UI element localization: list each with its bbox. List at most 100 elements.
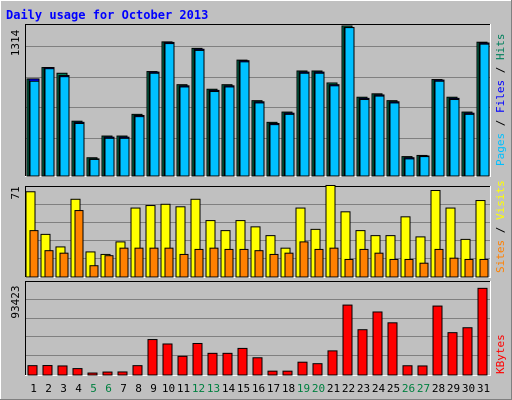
kbytes-bar-day-1 [27,365,38,376]
sites-bar-day-19-rect [299,241,309,278]
kbytes-bar-day-9-rect [147,339,158,376]
sites-bar-day-5-rect [89,265,99,278]
pages-bar-day-27-rect [419,156,430,177]
kbytes-bar-day-2-rect [42,365,53,376]
kbytes-bar-day-9 [147,339,158,376]
sites-bar-day-24-rect [374,252,384,278]
x-tick-label-day-14: 14 [222,382,236,395]
kbytes-bar-day-14-rect [222,352,233,376]
sites-bar-day-16-rect [254,250,264,278]
sites-bar-day-25 [389,258,399,278]
sites-bar-day-10-rect [164,247,174,278]
pages-bar-day-2 [44,68,55,177]
x-tick-label-day-20: 20 [312,382,325,395]
chart-title: Daily usage for October 2013 [6,8,208,22]
pages-bar-day-9-rect [149,72,160,177]
kbytes-bar-day-29-rect [447,332,458,376]
legend-kbytes: KBytes [494,334,507,374]
sites-bar-day-29 [449,257,459,278]
pages-bar-day-21-rect [329,85,340,177]
legend-hits-files-pages: Pages / Files / Hits [494,34,507,167]
kbytes-bar-day-24 [372,311,383,376]
pages-bar-day-22-rect [344,27,355,177]
x-tick-label-day-7: 7 [120,382,127,395]
pages-bar-day-3-rect [59,76,70,177]
pages-bar-day-15-rect [239,61,250,177]
pages-bar-day-3 [59,76,70,177]
pages-bar-day-17 [269,124,280,177]
kbytes-bar-day-24-rect [372,311,383,376]
sites-bar-day-20-rect [314,248,324,278]
sites-bar-day-12-rect [194,248,204,278]
x-tick-label-day-21: 21 [327,382,340,395]
sites-bar-day-26 [404,258,414,278]
kbytes-bar-day-28-rect [432,305,443,376]
sites-bar-day-23-rect [359,248,369,278]
pages-bar-day-16-rect [254,102,265,177]
sites-bar-day-28 [434,248,444,278]
panel-0-ymax-label: 1314 [9,29,22,56]
sites-bar-day-31 [479,258,489,278]
x-tick-label-day-28: 28 [432,382,445,395]
x-tick-label-day-29: 29 [447,382,460,395]
x-tick-label-day-4: 4 [75,382,82,395]
pages-bar-day-29-rect [449,99,460,177]
pages-bar-day-8 [134,116,145,177]
sites-bar-day-5 [89,265,99,278]
sites-bar-day-18-rect [284,252,294,278]
kbytes-bar-day-3 [57,365,68,376]
pages-bar-day-2-rect [44,68,55,177]
kbytes-bar-day-19 [297,361,308,376]
sites-bar-day-19 [299,241,309,278]
kbytes-bar-day-22 [342,304,353,376]
kbytes-bar-day-10-rect [162,343,173,376]
sites-bar-day-14-rect [224,248,234,278]
kbytes-bar-day-6-rect [102,371,113,376]
sites-bar-day-13-rect [209,247,219,278]
sites-bar-day-9 [149,247,159,278]
kbytes-bar-day-27 [417,365,428,376]
pages-bar-day-13-rect [209,91,220,177]
sites-bar-day-7-rect [119,247,129,278]
sites-bar-day-2 [44,250,54,278]
panel-1-ymax-label: 71 [9,186,22,199]
pages-bar-day-7-rect [119,137,130,177]
pages-bar-day-7 [119,137,130,177]
pages-bar-day-6 [104,137,115,177]
kbytes-bar-day-26 [402,365,413,376]
sites-bar-day-1 [29,230,39,278]
pages-bar-day-27 [419,156,430,177]
pages-bar-day-31 [479,43,490,177]
sites-bar-day-17 [269,253,279,278]
kbytes-bar-day-12 [192,342,203,376]
pages-bar-day-30-rect [464,113,475,177]
kbytes-bar-day-18 [282,370,293,376]
kbytes-bar-day-22-rect [342,304,353,376]
pages-bar-day-30 [464,113,475,177]
pages-bar-day-26 [404,158,415,177]
x-tick-label-day-24: 24 [372,382,386,395]
pages-bar-day-10-rect [164,43,175,177]
sites-bar-day-4 [74,210,84,278]
sites-bar-day-28-rect [434,248,444,278]
pages-bar-day-14-rect [224,86,235,177]
kbytes-bar-day-17-rect [267,370,278,376]
sites-bar-day-24 [374,252,384,278]
x-tick-label-day-11: 11 [177,382,190,395]
pages-bar-day-8-rect [134,116,145,177]
pages-bar-day-23-rect [359,99,370,177]
sites-bar-day-29-rect [449,257,459,278]
x-tick-label-day-23: 23 [357,382,370,395]
pages-bar-day-5 [89,158,100,177]
legend-kbytes-part: KBytes [494,334,507,374]
x-tick-label-day-30: 30 [462,382,475,395]
sites-bar-day-21 [329,247,339,278]
kbytes-bar-day-30-rect [462,327,473,376]
pages-bar-day-1 [29,80,40,177]
pages-bar-day-20-rect [314,72,325,177]
kbytes-bar-day-23 [357,329,368,376]
legend-visits-sites-part: / [494,220,507,240]
sites-bar-day-30-rect [464,258,474,278]
sites-bar-day-13 [209,247,219,278]
